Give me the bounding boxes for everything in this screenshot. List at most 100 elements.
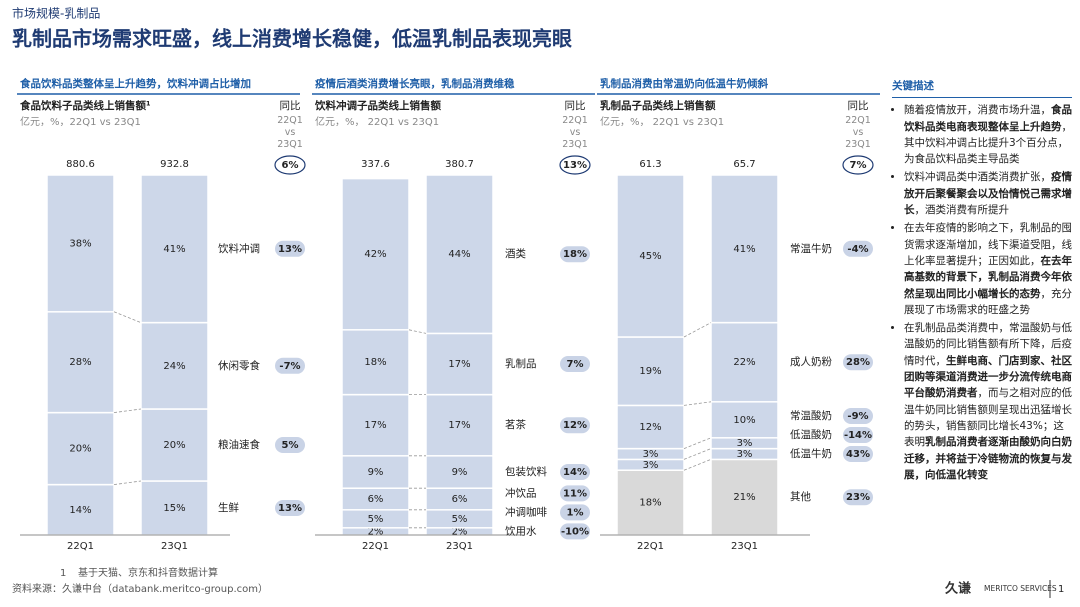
- growth-pill: [275, 500, 305, 516]
- value-label: 18%: [639, 498, 661, 509]
- chart-heading: 乳制品消费由常温奶向低温牛奶倾斜: [600, 77, 768, 90]
- value-label: 44%: [448, 249, 470, 260]
- total-label: 932.8: [160, 159, 189, 170]
- value-label: 45%: [639, 251, 661, 262]
- bar-segment: [425, 174, 494, 335]
- total-label: 880.6: [66, 159, 95, 170]
- connector: [683, 437, 712, 449]
- total-label: 380.7: [445, 159, 474, 170]
- value-label: 3%: [643, 449, 659, 460]
- bullet-text: 生鲜电商、门店到家、社区团购等渠道消费进一步分流传统电商平台酸奶消费者: [904, 354, 1072, 400]
- connector: [408, 329, 427, 334]
- series-label: 常温牛奶: [790, 242, 832, 255]
- value-label: 3%: [643, 460, 659, 471]
- bullet-text: 饮料冲调品类中酒类消费扩张，: [904, 171, 1051, 184]
- category-label: 22Q1: [637, 541, 664, 552]
- series-label: 饮料冲调: [218, 242, 260, 255]
- chart-heading: 疫情后酒类消费增长亮眼，乳制品消费维稳: [315, 77, 515, 90]
- bullet-text: ，其中饮料冲调占比提升3个百分点，为食品饮料品类主导品类: [904, 120, 1072, 166]
- bar-segment: [710, 174, 779, 324]
- value-label: 9%: [368, 467, 384, 478]
- category-label: 22Q1: [67, 541, 94, 552]
- series-label: 低温酸奶: [790, 428, 832, 441]
- growth-label: -9%: [847, 411, 868, 422]
- growth-pill: [275, 240, 305, 257]
- value-label: 15%: [163, 503, 185, 514]
- key-points: 关键描述 随着疫情放开，消费市场升温，食品饮料品类电商表现整体呈上升趋势，其中饮…: [892, 78, 1072, 485]
- bullet-text: 随着疫情放开，消费市场升温，: [904, 104, 1051, 117]
- connector: [113, 480, 142, 485]
- series-label: 生鲜: [218, 501, 239, 514]
- value-label: 20%: [163, 440, 185, 451]
- value-label: 6%: [368, 494, 384, 505]
- growth-pill: [843, 427, 873, 443]
- growth-pill: [560, 504, 590, 521]
- growth-label: 43%: [846, 449, 870, 460]
- chart-subtitle: 乳制品子品类线上销售额: [600, 99, 716, 112]
- slide-title: 乳制品市场需求旺盛，线上消费增长稳健，低温乳制品表现亮眼: [12, 27, 572, 51]
- bullet-text: 乳制品消费者逐渐由酸奶向白奶迁移，并将益于冷链物流的恢复与发展，向低温化转变: [904, 436, 1072, 481]
- value-label: 9%: [452, 467, 468, 478]
- value-label: 17%: [364, 420, 386, 431]
- connector: [683, 459, 712, 471]
- series-label: 冲调咖啡: [505, 505, 547, 518]
- logo: 久谦: [945, 581, 971, 597]
- section-label: 市场规模-乳制品: [12, 6, 100, 21]
- value-label: 19%: [639, 366, 661, 377]
- bar-segment: [425, 332, 494, 396]
- value-label: 24%: [163, 361, 185, 372]
- category-label: 23Q1: [731, 541, 758, 552]
- connector: [113, 408, 142, 413]
- bullet: 在去年疫情的影响之下，乳制品的囤货需求逐渐增加，线下渠道受阻，线上化率显著提升；…: [904, 220, 1072, 318]
- logo-en: MERITCO SERVICES: [984, 584, 1057, 593]
- series-label: 包装饮料: [505, 465, 547, 478]
- total-growth-label: 7%: [850, 160, 867, 171]
- growth-pill: [560, 464, 590, 480]
- connector: [683, 448, 712, 460]
- growth-pill: [843, 354, 873, 371]
- bar-segment: [46, 174, 115, 313]
- series-label: 酒类: [505, 247, 526, 260]
- value-label: 3%: [737, 438, 753, 449]
- growth-header: 同比: [565, 99, 586, 112]
- growth-pill: [560, 356, 590, 372]
- source: 资料来源：久谦中台（databank.meritco-group.com）: [12, 582, 268, 595]
- bar-segment: [616, 469, 685, 536]
- category-label: 23Q1: [446, 541, 473, 552]
- series-label: 其他: [790, 490, 811, 503]
- growth-period: 22Q1 vs 23Q1: [562, 115, 588, 150]
- value-label: 2%: [452, 526, 468, 537]
- growth-label: 28%: [846, 357, 870, 368]
- total-label: 61.3: [639, 159, 661, 170]
- bullet-text: 在乳制品品类消费中，常温酸奶与低温酸奶的同比销售额有所下降，后疫情时代，: [904, 322, 1072, 367]
- bullet-text: 在去年疫情的影响之下，乳制品的囤货需求逐渐增加，线下渠道受阻，线上化率显著提升；…: [904, 222, 1072, 267]
- total-growth-oval: [842, 155, 874, 175]
- total-label: 65.7: [733, 159, 755, 170]
- bullet-text: 在去年高基数的背景下，乳制品消费今年依然呈现出同比小幅增长的态势: [904, 254, 1072, 300]
- value-label: 20%: [69, 444, 91, 455]
- bullet-text: 疫情放开后聚餐聚会以及怡情悦己需求增长: [904, 171, 1072, 217]
- chart-subtitle: 食品饮料子品类线上销售额¹: [19, 99, 151, 112]
- series-label: 饮用水: [505, 524, 537, 537]
- footnote: 基于天猫、京东和抖音数据计算: [78, 566, 218, 579]
- value-label: 3%: [737, 449, 753, 460]
- value-label: 5%: [368, 514, 384, 525]
- growth-header: 同比: [280, 99, 301, 112]
- value-label: 17%: [448, 420, 470, 431]
- bar-segment: [46, 311, 115, 414]
- growth-label: 18%: [563, 249, 587, 260]
- value-label: 12%: [639, 422, 661, 433]
- growth-label: -14%: [844, 430, 872, 441]
- value-label: 18%: [364, 357, 386, 368]
- series-label: 冲饮品: [505, 486, 537, 499]
- bar-segment: [341, 393, 410, 457]
- panel-title: 关键描述: [892, 78, 1072, 99]
- growth-header: 同比: [848, 99, 869, 112]
- bullet-text: ，酒类消费有所提升: [914, 204, 1010, 217]
- value-label: 10%: [733, 415, 755, 426]
- growth-period: 22Q1 vs 23Q1: [277, 115, 303, 150]
- bar-segment: [616, 336, 685, 407]
- growth-pill: [843, 240, 873, 257]
- bar-segment: [341, 177, 410, 331]
